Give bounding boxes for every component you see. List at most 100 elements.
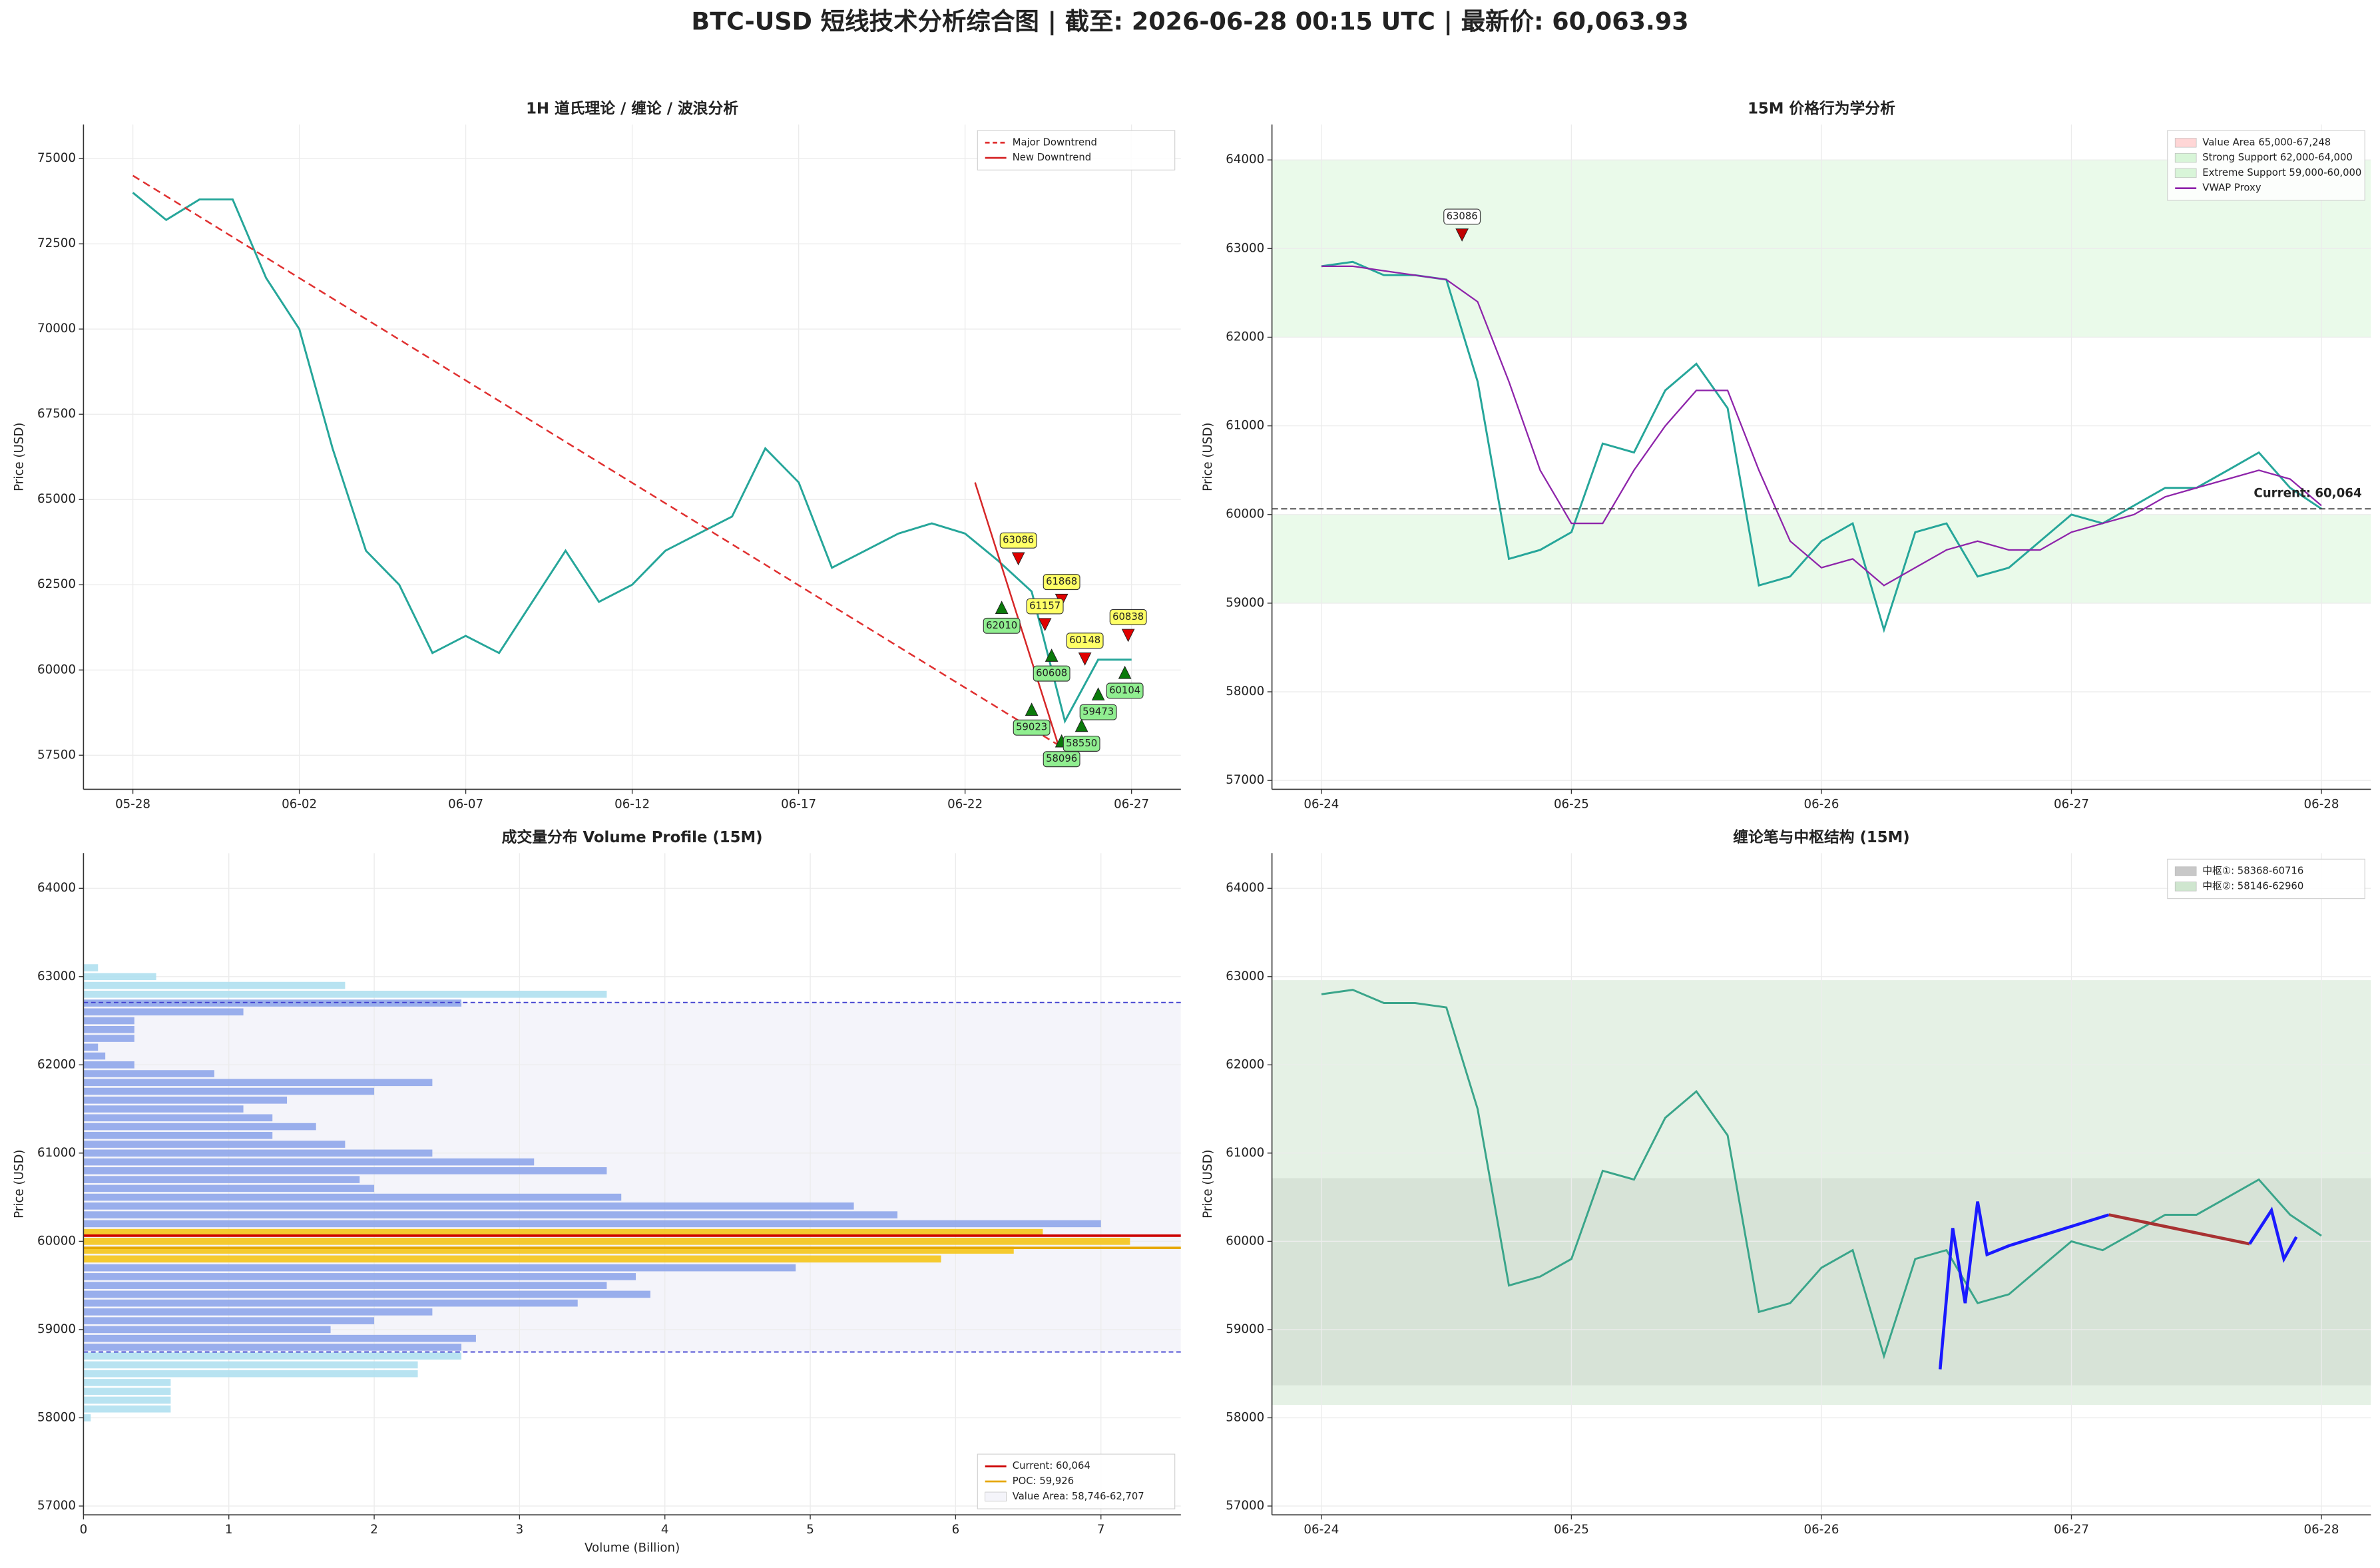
volume-bar (83, 1017, 134, 1025)
x-tick-label: 1 (225, 1523, 233, 1537)
y-tick-label: 65000 (37, 492, 76, 506)
chan-pen (1938, 1201, 2110, 1370)
y-tick-label: 59000 (37, 1322, 76, 1336)
legend-label: Strong Support 62,000-64,000 (2202, 152, 2353, 163)
legend-swatch (985, 1491, 1007, 1502)
volume-bar (83, 1220, 1101, 1228)
y-tick-label: 60000 (37, 1234, 76, 1248)
x-tick-label: 06-24 (1304, 1523, 1339, 1537)
x-tick-label: 06-24 (1304, 797, 1339, 811)
y-tick-label: 58000 (1226, 1410, 1264, 1424)
pivot-box (1043, 751, 1080, 768)
volume-bar (83, 1405, 171, 1413)
volume-bar (83, 1326, 331, 1334)
volume-bar (83, 1043, 99, 1051)
y-tick-label: 57500 (37, 748, 76, 762)
volume-bar (83, 1114, 273, 1122)
pivot-marker (1011, 552, 1025, 566)
x-tick-label: 06-25 (1554, 1523, 1589, 1537)
panel-title: 1H 道氏理论 / 缠论 / 波浪分析 (526, 100, 738, 118)
x-tick-label: 05-28 (115, 797, 150, 811)
x-tick-label: 6 (952, 1523, 960, 1537)
chan-pen (2248, 1206, 2298, 1263)
pivot-label: 60148 (1069, 635, 1100, 646)
volume-bar (83, 1184, 375, 1192)
pivot-label: 60838 (1112, 611, 1144, 623)
y-tick-label: 61000 (1226, 419, 1264, 433)
price-line (1321, 260, 2322, 633)
x-tick-label: 06-25 (1554, 797, 1589, 811)
legend-label: Value Area 65,000-67,248 (2202, 136, 2331, 148)
legend-label: New Downtrend (1013, 152, 1091, 163)
y-tick-label: 72500 (37, 236, 76, 250)
y-tick-label: 62500 (37, 577, 76, 591)
volume-bar (83, 1282, 607, 1289)
pivot-label: 59473 (1082, 706, 1114, 718)
volume-bar (83, 1344, 462, 1351)
panel-title: 缠论笔与中枢结构 (15M) (1733, 828, 1909, 846)
legend-label: POC: 59,926 (1013, 1475, 1074, 1487)
x-tick-label: 06-17 (781, 797, 816, 811)
x-tick-label: 06-22 (947, 797, 983, 811)
legend-box (977, 1453, 1176, 1509)
volume-bar (83, 1255, 941, 1263)
pivot-box (1063, 736, 1100, 752)
y-tick-label: 61000 (37, 1146, 76, 1160)
volume-bar (83, 1087, 375, 1095)
volume-bar (83, 1388, 171, 1395)
y-tick-label: 64000 (1226, 152, 1264, 166)
y-tick-label: 57000 (1226, 773, 1264, 787)
volume-bar (83, 1052, 106, 1060)
legend-box (2167, 858, 2365, 900)
plot-content: 63086 61868 61157 60148 60838 62010 59023 60608… (83, 124, 1181, 790)
y-axis-label: Price (USD) (13, 423, 27, 491)
chan-pen (2108, 1213, 2250, 1246)
y-tick-label: 59000 (1226, 596, 1264, 610)
pivot-marker (1455, 228, 1469, 242)
x-tick-label: 06-28 (2304, 1523, 2339, 1537)
pivot-box (1109, 609, 1147, 625)
pivot-label: 63086 (1447, 210, 1478, 222)
y-tick-label: 75000 (37, 151, 76, 165)
pivot-label: 59023 (1016, 722, 1047, 733)
pivot-marker (995, 601, 1009, 615)
volume-bar (83, 1141, 346, 1148)
pivot-label: 61157 (1029, 601, 1061, 612)
volume-bar (83, 1396, 171, 1404)
pivot-marker (1121, 629, 1135, 643)
pivot-box (1026, 598, 1064, 615)
volume-bar (83, 1132, 273, 1139)
volume-bar (83, 1025, 134, 1033)
legend-label: Major Downtrend (1013, 136, 1097, 148)
level-label: Current: 60,064 (2254, 486, 2361, 500)
price-line (1321, 989, 2322, 1360)
volume-bar (83, 964, 99, 971)
y-axis-label: Price (USD) (1201, 1150, 1215, 1218)
legend-label: VWAP Proxy (2202, 182, 2261, 194)
y-tick-label: 57000 (1226, 1499, 1264, 1513)
panel-title: 15M 价格行为学分析 (1748, 100, 1895, 118)
pivot-marker (1025, 702, 1039, 716)
x-tick-label: 3 (516, 1523, 524, 1537)
trendline (974, 482, 1059, 746)
volume-bar (83, 1308, 433, 1316)
pivot-marker (1038, 618, 1052, 632)
y-tick-label: 57000 (37, 1499, 76, 1513)
pivot-marker (1074, 718, 1088, 732)
x-tick-label: 06-26 (1803, 1523, 1839, 1537)
x-tick-label: 7 (1097, 1523, 1105, 1537)
x-tick-label: 5 (806, 1523, 814, 1537)
panel-title: 成交量分布 Volume Profile (15M) (502, 828, 763, 846)
y-tick-label: 60000 (37, 662, 76, 676)
y-tick-label: 61000 (1226, 1146, 1264, 1160)
x-tick-label: 06-27 (2054, 1523, 2089, 1537)
y-tick-label: 62000 (37, 1057, 76, 1071)
legend-label: Value Area: 58,746-62,707 (1013, 1491, 1144, 1502)
volume-bar (83, 1352, 462, 1360)
pivot-label: 60608 (1036, 668, 1067, 679)
x-tick-label: 4 (661, 1523, 669, 1537)
panel: 63086 61868 61157 60148 60838 62010 59023 60608… (13, 100, 1181, 811)
volume-bar (83, 973, 156, 981)
trendline (132, 174, 1059, 746)
